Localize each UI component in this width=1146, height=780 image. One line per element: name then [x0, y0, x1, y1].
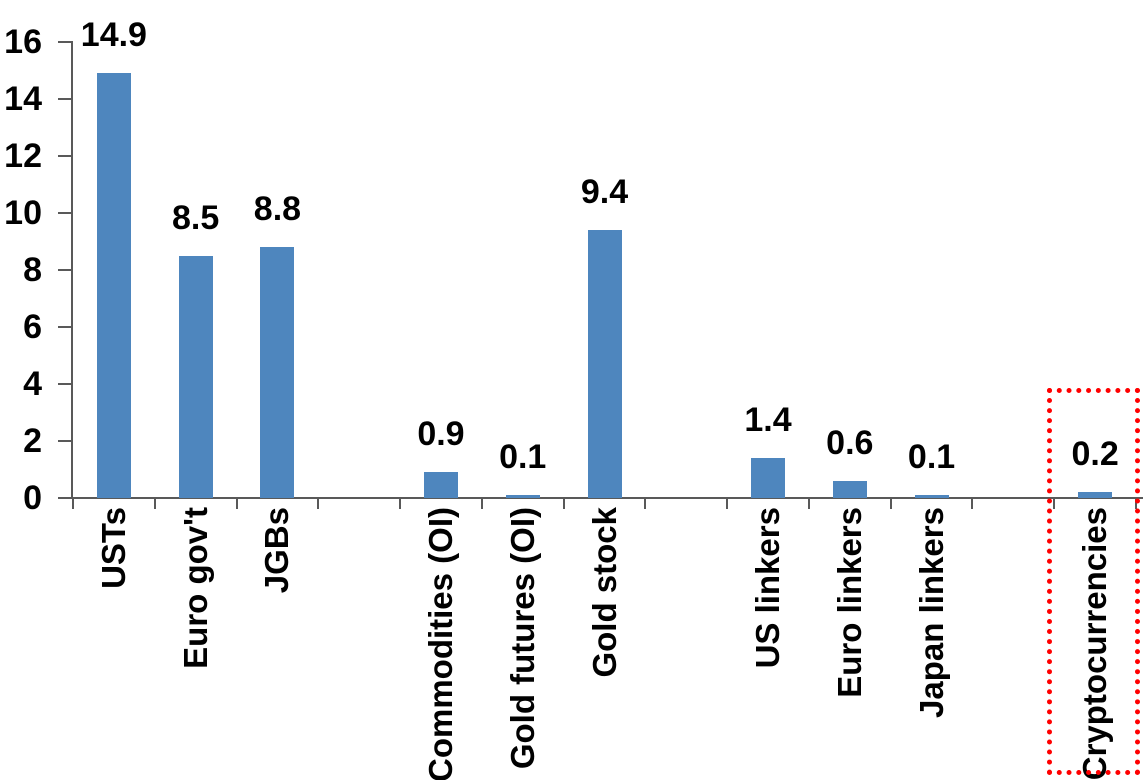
y-tick-label: 8 [23, 251, 42, 289]
bar-value-label: 8.8 [253, 190, 302, 229]
bar-value-label: 0.1 [907, 438, 956, 477]
category-label-usts: USTs [94, 507, 132, 589]
bar-jgbs [260, 247, 295, 498]
category-label-us-linkers: US linkers [749, 507, 787, 669]
y-tick [58, 98, 73, 100]
y-tick-label: 6 [23, 308, 42, 346]
x-tick [971, 498, 974, 509]
x-tick [317, 498, 320, 509]
y-tick-label: 4 [23, 365, 42, 403]
bar-value-label: 0.9 [417, 415, 465, 454]
x-tick [480, 498, 483, 509]
y-tick-label: 12 [4, 137, 42, 175]
y-tick [58, 269, 73, 271]
bar-value-label: 9.4 [580, 173, 629, 212]
x-axis-line [73, 497, 1143, 499]
bar-euro-gov-t [178, 255, 213, 498]
category-label-euro-linkers: Euro linkers [830, 507, 868, 698]
bar-euro-linkers [832, 480, 867, 498]
y-tick-label: 2 [23, 422, 42, 460]
bar-value-label: 0.2 [1071, 435, 1119, 474]
category-label-jgbs: JGBs [258, 507, 296, 594]
x-tick [807, 498, 810, 509]
y-tick [58, 212, 73, 214]
y-tick-label: 10 [4, 194, 42, 232]
x-tick [1053, 498, 1056, 509]
x-tick [72, 498, 74, 509]
y-tick [58, 155, 73, 157]
x-tick [399, 498, 402, 509]
x-tick [235, 498, 238, 509]
category-label-commodities-oi: Commodities (OI) [421, 507, 459, 780]
y-tick [58, 326, 73, 328]
bar-value-label: 14.9 [80, 16, 147, 55]
x-tick [153, 498, 156, 509]
bar-value-label: 8.5 [172, 198, 220, 237]
category-label-gold-stock: Gold stock [585, 507, 623, 678]
bar-usts [96, 73, 131, 498]
bar-commodities-oi [423, 472, 458, 498]
bar-value-label: 0.1 [499, 438, 547, 477]
y-tick [58, 383, 73, 385]
x-tick [889, 498, 892, 509]
category-label-euro-gov-t: Euro gov't [176, 507, 214, 669]
category-label-japan-linkers: Japan linkers [912, 507, 950, 718]
bar-gold-futures-oi [505, 495, 540, 498]
bar-cryptocurrencies [1078, 492, 1113, 498]
x-tick [644, 498, 647, 509]
y-tick [58, 497, 73, 499]
bar-us-linkers [751, 458, 786, 498]
y-tick [58, 440, 73, 442]
y-tick-label: 14 [4, 80, 42, 118]
highlight-box [1047, 388, 1141, 775]
y-tick-label: 16 [4, 23, 42, 61]
x-tick [726, 498, 729, 509]
bar-value-label: 0.6 [826, 423, 874, 462]
bar-gold-stock [587, 230, 622, 498]
y-tick-label: 0 [23, 479, 42, 517]
category-label-gold-futures-oi: Gold futures (OI) [503, 507, 541, 770]
bar-value-label: 1.4 [744, 401, 792, 440]
x-tick [562, 498, 565, 509]
y-tick [58, 41, 73, 43]
bar-japan-linkers [914, 495, 949, 498]
